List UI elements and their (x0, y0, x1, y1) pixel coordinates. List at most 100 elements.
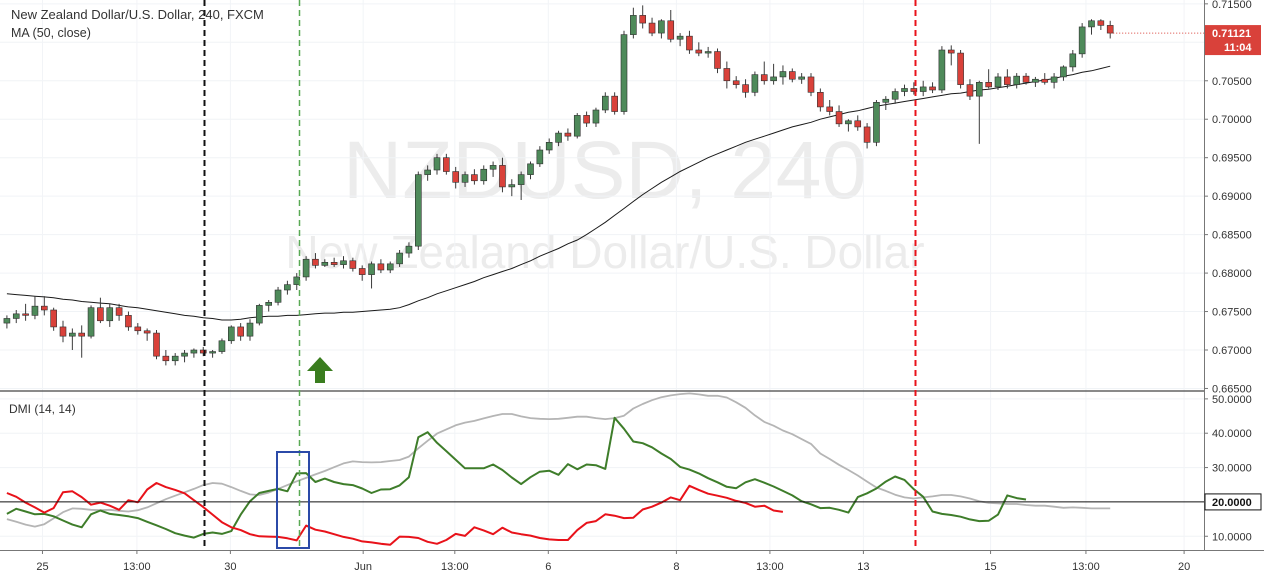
candle (723, 61, 731, 89)
candle-body (751, 74, 759, 93)
candle (592, 107, 600, 127)
candle-body (321, 262, 329, 266)
candle (873, 100, 880, 147)
candle (947, 45, 955, 66)
time-tick-label: 6 (545, 561, 551, 573)
candle-body (40, 305, 48, 311)
candle (1041, 73, 1049, 85)
candle-body (994, 76, 1002, 88)
candle-body (499, 165, 506, 188)
candle-body (714, 51, 721, 69)
candle (732, 76, 740, 89)
candle-body (162, 355, 170, 362)
candle-body (1050, 76, 1058, 83)
candle-body (630, 15, 637, 35)
candle-body (386, 263, 394, 271)
candle-body (658, 20, 665, 34)
candle (1078, 23, 1086, 58)
candle (237, 323, 244, 341)
candle (171, 353, 179, 366)
dmi-lines (0, 392, 1204, 546)
ma-line (6, 65, 1111, 321)
candle-body (50, 309, 57, 328)
candle-body (723, 68, 731, 82)
candle (611, 92, 618, 115)
candle-body (284, 284, 291, 291)
candle-body (611, 95, 618, 112)
time-tick-label: 13:00 (1072, 561, 1100, 573)
candle-body (358, 268, 366, 275)
candle-body (863, 126, 871, 143)
candle (742, 79, 749, 98)
candle-body (1004, 76, 1011, 85)
candle (1060, 65, 1067, 81)
candle-body (835, 111, 843, 125)
candle-body (443, 157, 450, 172)
candle (199, 346, 207, 357)
candle-body (798, 76, 805, 80)
candle (59, 320, 67, 343)
candle-body (807, 76, 815, 93)
candle (536, 146, 544, 167)
candle (517, 171, 525, 200)
candle (115, 303, 123, 321)
candle-body (517, 174, 525, 185)
candle-body (845, 120, 852, 125)
candle-body (3, 318, 11, 324)
candle-body (788, 71, 796, 80)
candle (620, 30, 628, 115)
candle (106, 303, 114, 327)
candle (284, 280, 291, 295)
candle-body (256, 305, 263, 324)
candle (863, 123, 871, 149)
current-price-label: 0.71121 (1212, 28, 1251, 40)
candle-body (1069, 53, 1077, 68)
candle-body (312, 258, 319, 266)
candle (1088, 19, 1095, 35)
candle (845, 119, 852, 132)
candle-body (1088, 20, 1095, 28)
candle (714, 48, 721, 74)
candle (938, 46, 946, 94)
candle-body (125, 315, 132, 328)
candle (499, 157, 506, 193)
candle-body (452, 171, 460, 183)
candle (901, 84, 908, 97)
candle (751, 71, 759, 97)
candle (1032, 76, 1039, 87)
candle (181, 350, 188, 363)
grid (0, 0, 1204, 550)
dmi-level-badge (1204, 493, 1262, 511)
price-tick-label: 0.69500 (1212, 153, 1252, 165)
candle-body (153, 332, 160, 357)
candle-body (12, 313, 20, 319)
candle-body (536, 149, 544, 165)
candle (994, 73, 1002, 90)
adx-line (6, 392, 1111, 528)
candle (349, 257, 357, 272)
candle-body (1041, 78, 1049, 83)
candle-body (461, 174, 469, 183)
candle (97, 297, 104, 324)
candle-body (171, 355, 179, 362)
price-tick-label: 0.69000 (1212, 191, 1252, 203)
candle (854, 115, 862, 131)
candle (302, 256, 310, 281)
candle (31, 296, 39, 320)
candle-body (218, 340, 226, 352)
candle (87, 305, 95, 339)
candle (835, 105, 843, 127)
candle (760, 61, 768, 85)
candle-body (686, 35, 693, 51)
candle (1022, 73, 1030, 85)
candle (985, 69, 992, 89)
time-tick-label: Jun (354, 561, 372, 573)
candle-body (975, 82, 983, 97)
price-tick-label: 0.67500 (1212, 307, 1252, 319)
candle-body (966, 84, 974, 97)
candle (40, 296, 48, 316)
plus-di-line (6, 416, 1027, 539)
candle-body (620, 34, 628, 112)
time-tick-label: 20 (1178, 561, 1190, 573)
